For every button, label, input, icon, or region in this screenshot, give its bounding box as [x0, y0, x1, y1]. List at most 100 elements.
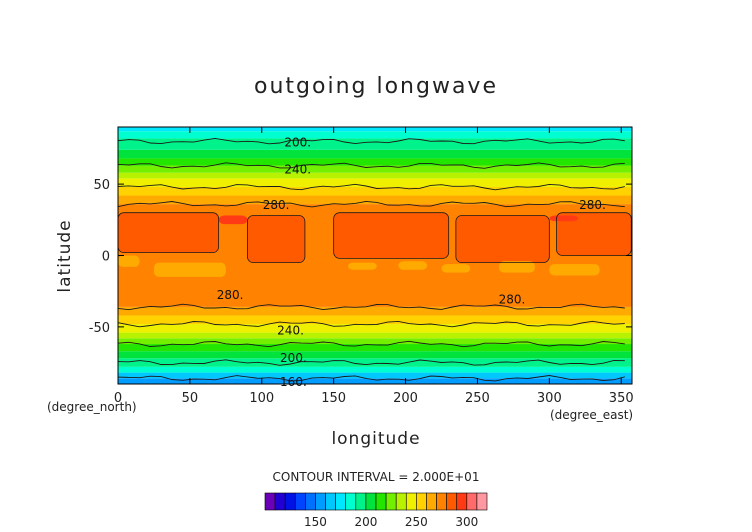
lat-band: [118, 332, 632, 339]
y-tick-label: 0: [102, 250, 110, 265]
x-tick-label: 100: [249, 391, 274, 406]
lat-band: [118, 306, 632, 316]
colorbar-swatch: [335, 492, 347, 511]
cool-patch: [348, 262, 377, 270]
contour-line: [117, 137, 625, 145]
contour-label: 200.: [284, 135, 311, 149]
x-tick-label: 50: [182, 391, 199, 406]
lat-band: [118, 138, 632, 150]
contour-interval-note: CONTOUR INTERVAL = 2.000E+01: [273, 470, 480, 484]
contour-line: [117, 183, 625, 191]
contour-label: 280.: [263, 198, 290, 212]
colorbar-swatch: [466, 492, 478, 511]
contour-label: 240.: [284, 162, 311, 176]
lat-band: [118, 344, 632, 352]
lat-band: [118, 178, 632, 187]
warm-patch: [549, 215, 579, 222]
cool-patch: [398, 261, 428, 270]
colorbar-tick-label: 300: [455, 515, 478, 529]
colorbar-tick-label: 200: [354, 515, 377, 529]
colorbar-swatch: [385, 492, 397, 511]
contour-labels: 200. 240. 280. 280. 280. 280. 240. 200. 160.: [217, 135, 606, 389]
contour-line: [117, 162, 625, 169]
colorbar-swatch: [284, 492, 296, 511]
contour-line: [333, 212, 450, 259]
colorbar-swatch: [305, 492, 316, 511]
x-axis-units: (degree_east): [550, 408, 633, 422]
lat-band: [118, 172, 632, 179]
chart-title: outgoing longwave: [254, 74, 498, 99]
warm-patch: [333, 212, 449, 259]
lat-band: [118, 378, 632, 384]
lat-band: [118, 186, 632, 196]
contour-line: [117, 359, 625, 366]
colorbar-swatch: [294, 492, 306, 511]
x-axis-label: longitude: [331, 429, 420, 449]
colorbar-swatch: [355, 492, 367, 511]
y-axis-units: (degree_north): [47, 400, 137, 414]
lat-band: [118, 372, 632, 379]
y-axis-label: latitude: [55, 219, 75, 292]
contour-label: 280.: [217, 288, 244, 302]
colorbar-swatch: [345, 492, 357, 511]
colorbar-swatch: [436, 492, 447, 511]
contour-label: 280.: [499, 292, 526, 306]
lat-band: [118, 351, 632, 359]
lat-band: [118, 338, 632, 345]
lat-band: [118, 366, 632, 373]
cool-patch: [441, 264, 471, 273]
contour-lines: [117, 137, 632, 382]
x-tick-label: 350: [609, 391, 634, 406]
cool-patch: [549, 264, 600, 276]
colorbar-swatch: [325, 492, 336, 511]
y-tick-label: -50: [89, 321, 110, 336]
colorbar-swatch: [446, 492, 458, 511]
plot-area: [118, 127, 632, 384]
contour-line: [246, 215, 306, 264]
contour-line: [556, 212, 632, 256]
colorbar: [264, 492, 488, 511]
lat-band: [118, 127, 632, 132]
colorbar-swatch: [405, 492, 417, 511]
colorbar-swatch: [315, 492, 326, 511]
colorbar-swatch: [365, 492, 377, 511]
lat-band: [118, 165, 632, 173]
contour-label: 200.: [280, 351, 307, 365]
lat-band: [118, 158, 632, 166]
lat-band: [118, 149, 632, 159]
colorbar-swatch: [395, 492, 407, 511]
x-tick-label: 0: [114, 391, 122, 406]
contour-line: [117, 200, 625, 208]
colorbar-swatch: [476, 492, 488, 511]
x-axis: 0 50 100 150 200 250 300 350: [114, 127, 634, 406]
cool-patch: [499, 261, 535, 273]
warm-patch: [218, 215, 248, 225]
colorbar-swatch: [426, 492, 437, 511]
colorbar-tick-labels: 150 200 250 300: [304, 515, 478, 529]
y-tick-label: 50: [93, 178, 110, 193]
x-tick-label: 150: [321, 391, 346, 406]
contour-label: 240.: [277, 324, 304, 338]
contour-label: 160.: [280, 375, 307, 389]
x-tick-label: 300: [537, 391, 562, 406]
warm-patch: [455, 215, 550, 263]
colorbar-tick-label: 150: [304, 515, 327, 529]
colorbar-swatch: [456, 492, 468, 511]
warm-patch: [247, 215, 305, 263]
x-tick-label: 250: [465, 391, 490, 406]
contour-label: 280.: [579, 198, 606, 212]
lat-band: [118, 195, 632, 205]
lat-band: [118, 324, 632, 333]
y-axis: -50 0 50: [89, 178, 632, 336]
colorbar-swatch: [264, 492, 276, 511]
contour-line: [117, 303, 625, 311]
contour-line: [455, 215, 550, 264]
colorbar-swatch: [274, 492, 286, 511]
lat-band: [118, 358, 632, 367]
colorbar-tick-label: 250: [405, 515, 428, 529]
cool-patch: [118, 255, 140, 267]
colorbar-swatch: [416, 492, 427, 511]
cool-patch: [153, 262, 226, 277]
x-tick-label: 200: [393, 391, 418, 406]
